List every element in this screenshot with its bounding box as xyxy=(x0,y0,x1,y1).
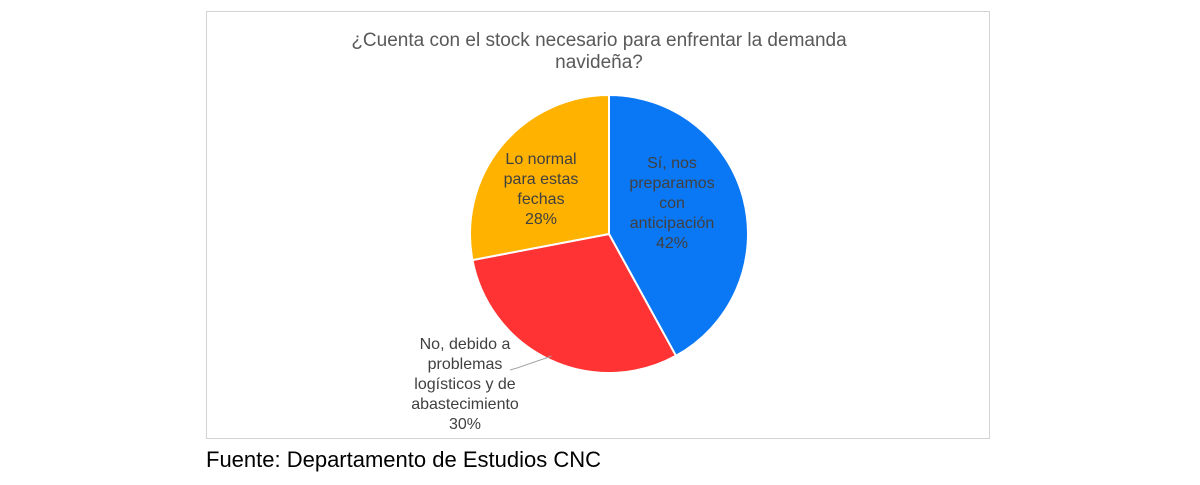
slice-label-2: No, debido a problemas logísticos y de abas… xyxy=(411,336,519,433)
chart-frame: ¿Cuenta con el stock necesario para enfr… xyxy=(206,11,990,439)
slice-label-3: Lo normal para estas fechas 28% xyxy=(504,151,579,228)
pie-slice-3 xyxy=(469,93,610,262)
leader-line xyxy=(509,355,552,371)
chart-title: ¿Cuenta con el stock necesario para enfr… xyxy=(207,30,991,74)
chart-title-line-1: ¿Cuenta con el stock necesario para enfr… xyxy=(351,30,847,51)
chart-title-line-2: navideña? xyxy=(555,52,643,73)
pie-slice-1 xyxy=(608,93,749,358)
pie-slice-2 xyxy=(471,232,678,374)
slice-label-1: Sí, nos preparamos con anticipación 42% xyxy=(629,155,714,252)
source-note: Fuente: Departamento de Estudios CNC xyxy=(206,447,601,472)
pie-chart: Sí, nos preparamos con anticipación 42% No, d… xyxy=(411,93,749,433)
